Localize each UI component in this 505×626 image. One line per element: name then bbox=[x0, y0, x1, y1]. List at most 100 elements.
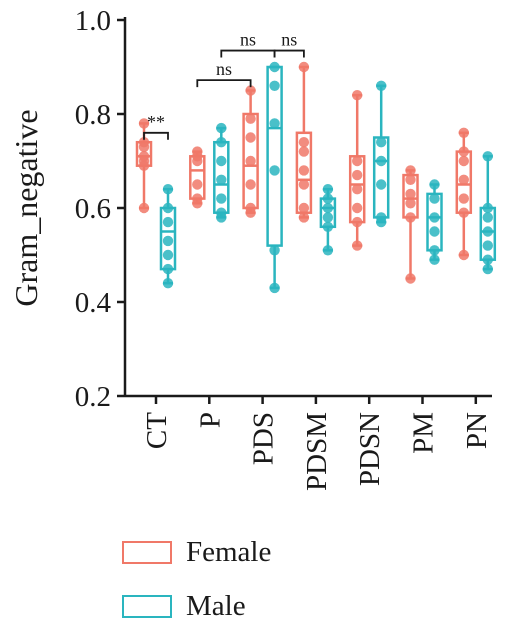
data-point bbox=[298, 165, 310, 176]
data-point bbox=[376, 137, 387, 148]
axes: 0.2 0.4 0.6 0.8 1.0 CT P PDS PDSM PDSN PM PN bbox=[75, 5, 493, 491]
y-tick-label: 0.8 bbox=[75, 99, 111, 131]
x-tick-label: P bbox=[194, 412, 226, 428]
data-point bbox=[138, 118, 150, 129]
y-tick-label: 0.2 bbox=[75, 381, 111, 413]
data-point bbox=[352, 240, 363, 251]
data-point bbox=[482, 226, 493, 237]
data-point bbox=[269, 118, 280, 129]
data-point bbox=[405, 273, 416, 284]
data-point bbox=[192, 193, 203, 204]
data-point bbox=[298, 146, 310, 157]
data-point bbox=[352, 216, 363, 228]
box-female-p bbox=[189, 146, 206, 209]
y-tick-label: 0.6 bbox=[75, 193, 111, 225]
data-point bbox=[162, 216, 174, 228]
data-point bbox=[352, 90, 363, 101]
data-point bbox=[352, 169, 363, 181]
bracket-line bbox=[273, 49, 305, 58]
data-point bbox=[482, 151, 493, 162]
data-point bbox=[216, 174, 227, 185]
data-point bbox=[352, 155, 363, 167]
bracket-line bbox=[196, 79, 252, 88]
box-iqr bbox=[372, 136, 390, 219]
legend-item-male: Male bbox=[122, 590, 246, 623]
data-point bbox=[458, 207, 469, 218]
x-tick-label: PDSM bbox=[301, 412, 333, 491]
data-point bbox=[298, 137, 310, 148]
significance-bracket: ns bbox=[220, 30, 276, 58]
data-point bbox=[322, 212, 334, 223]
data-point bbox=[216, 155, 227, 167]
data-point bbox=[482, 212, 493, 223]
y-axis-label: Gram_negative bbox=[8, 109, 44, 306]
bracket-line bbox=[143, 131, 169, 140]
legend-label-male: Male bbox=[186, 590, 246, 622]
data-point bbox=[138, 137, 150, 148]
data-point bbox=[298, 61, 310, 73]
data-point bbox=[245, 85, 256, 96]
box-female-pn bbox=[455, 127, 473, 261]
data-point bbox=[216, 193, 227, 204]
x-tick-label: CT bbox=[141, 412, 173, 449]
box-male-pn bbox=[479, 151, 497, 275]
data-point bbox=[322, 245, 334, 256]
data-point bbox=[162, 202, 174, 214]
data-point bbox=[458, 249, 469, 261]
significance-annotations: ** ns ns ns bbox=[143, 30, 305, 140]
data-point bbox=[458, 174, 469, 185]
data-point bbox=[162, 184, 174, 195]
data-point bbox=[269, 282, 280, 294]
data-point bbox=[192, 179, 203, 190]
data-point bbox=[405, 174, 416, 185]
data-point bbox=[405, 188, 416, 200]
data-point bbox=[352, 202, 363, 214]
x-tick-label: PDS bbox=[248, 412, 280, 465]
data-point bbox=[245, 132, 256, 143]
data-point bbox=[429, 254, 440, 265]
legend-item-female: Female bbox=[122, 536, 271, 569]
box-male-p bbox=[213, 122, 230, 223]
x-tick-label: PN bbox=[461, 412, 493, 449]
data-point bbox=[298, 179, 310, 190]
data-point bbox=[405, 212, 416, 223]
data-point bbox=[298, 202, 310, 214]
significance-bracket: ns bbox=[196, 59, 252, 88]
significance-label: ns bbox=[281, 30, 297, 50]
data-point bbox=[298, 212, 310, 223]
data-point bbox=[192, 146, 203, 157]
box-female-pm bbox=[402, 165, 419, 284]
data-point bbox=[376, 80, 387, 92]
box-female-pds bbox=[242, 85, 259, 218]
data-point bbox=[429, 245, 440, 256]
data-point bbox=[216, 207, 227, 218]
data-point bbox=[322, 184, 334, 195]
data-point bbox=[405, 198, 416, 209]
chart-marks bbox=[135, 61, 497, 294]
data-point bbox=[482, 240, 493, 251]
data-point bbox=[322, 202, 334, 214]
data-point bbox=[376, 155, 387, 167]
data-point bbox=[138, 202, 150, 214]
data-point bbox=[245, 179, 256, 190]
data-point bbox=[429, 179, 440, 190]
data-point bbox=[458, 146, 469, 157]
data-point bbox=[269, 165, 280, 176]
data-point bbox=[322, 221, 334, 232]
data-point bbox=[138, 151, 150, 162]
data-point bbox=[458, 127, 469, 138]
box-female-pdsn bbox=[348, 90, 366, 251]
significance-label: ns bbox=[240, 30, 256, 50]
data-point bbox=[352, 184, 363, 195]
legend-label-female: Female bbox=[186, 536, 272, 568]
bracket-line bbox=[220, 49, 276, 58]
box-male-ct bbox=[159, 184, 177, 289]
data-point bbox=[429, 212, 440, 223]
box-male-pm bbox=[426, 179, 443, 265]
data-point bbox=[482, 263, 493, 275]
significance-label: ** bbox=[147, 112, 165, 132]
data-point bbox=[245, 155, 256, 167]
data-point bbox=[269, 245, 280, 256]
data-point bbox=[458, 193, 469, 204]
